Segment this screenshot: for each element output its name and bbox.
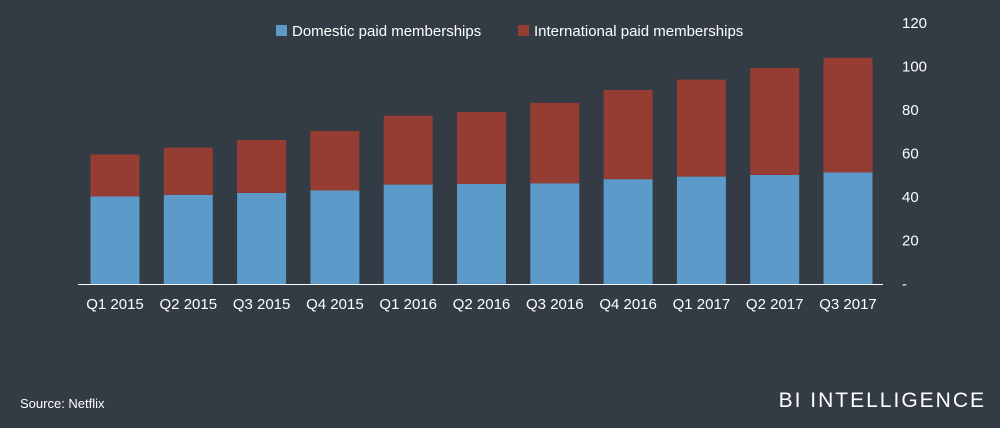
- bar-domestic-8: [676, 176, 726, 284]
- brand-logo: BI INTELLIGENCE: [778, 389, 986, 412]
- y-tick-label: 40: [902, 189, 919, 206]
- legend-swatch-international: [518, 25, 529, 36]
- x-tick-label: Q2 2016: [453, 296, 511, 313]
- bar-international-1: [163, 147, 213, 195]
- x-tick-label: Q1 2017: [673, 296, 731, 313]
- bar-international-8: [676, 79, 726, 177]
- y-tick-label: -: [902, 276, 907, 293]
- bar-domestic-0: [90, 196, 140, 284]
- y-tick-label: 120: [902, 15, 927, 32]
- bar-international-9: [750, 68, 800, 175]
- chart-legend: Domestic paid memberships International …: [276, 23, 743, 40]
- legend-label-domestic: Domestic paid memberships: [292, 23, 481, 40]
- legend-swatch-domestic: [276, 25, 287, 36]
- y-tick-label: 20: [902, 233, 919, 250]
- x-tick-label: Q3 2017: [819, 296, 877, 313]
- legend-label-international: International paid memberships: [534, 23, 743, 40]
- x-tick-label: Q3 2015: [233, 296, 291, 313]
- bar-domestic-3: [310, 190, 360, 284]
- bar-domestic-4: [383, 184, 433, 284]
- bar-international-4: [383, 115, 433, 185]
- bar-domestic-9: [750, 175, 800, 284]
- bar-international-7: [603, 90, 653, 180]
- bar-international-3: [310, 130, 360, 191]
- source-note: Source: Netflix: [20, 396, 105, 411]
- bar-international-10: [823, 57, 873, 173]
- bar-domestic-2: [237, 192, 287, 284]
- x-tick-label: Q1 2015: [86, 296, 144, 313]
- bar-domestic-1: [163, 194, 213, 284]
- x-tick-label: Q2 2017: [746, 296, 804, 313]
- bar-domestic-7: [603, 179, 653, 284]
- bar-domestic-6: [530, 183, 580, 284]
- y-tick-label: 60: [902, 146, 919, 163]
- x-tick-label: Q4 2015: [306, 296, 364, 313]
- y-tick-labels: - 20 40 60 80 100 120: [902, 15, 927, 293]
- x-tick-labels: Q1 2015 Q2 2015 Q3 2015 Q4 2015 Q1 2016 Q2 20…: [86, 296, 877, 313]
- x-tick-label: Q2 2015: [160, 296, 218, 313]
- bars-group: [90, 57, 873, 284]
- bar-international-2: [237, 140, 287, 193]
- y-tick-label: 80: [902, 102, 919, 119]
- bar-domestic-10: [823, 172, 873, 284]
- x-tick-label: Q3 2016: [526, 296, 584, 313]
- x-tick-label: Q4 2016: [599, 296, 657, 313]
- bar-international-0: [90, 154, 140, 197]
- bar-international-6: [530, 102, 580, 184]
- bar-domestic-5: [457, 183, 506, 284]
- y-tick-label: 100: [902, 59, 927, 76]
- bar-international-5: [457, 112, 506, 184]
- x-tick-label: Q1 2016: [379, 296, 437, 313]
